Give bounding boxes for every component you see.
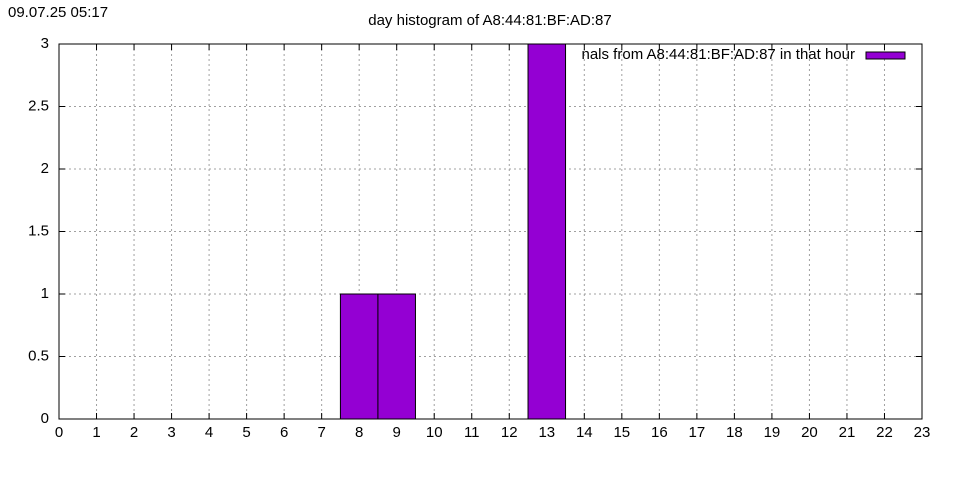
x-tick-label: 4: [205, 424, 213, 441]
plot-frame: [58, 43, 923, 420]
x-tick-label: 0: [55, 424, 63, 441]
y-tick-label: 2.5: [28, 97, 49, 114]
x-tick-label: 10: [426, 424, 443, 441]
x-tick-label: 7: [317, 424, 325, 441]
x-tick-label: 3: [167, 424, 175, 441]
x-tick-label: 20: [801, 424, 818, 441]
x-tick-label: 15: [613, 424, 630, 441]
x-tick-label: 2: [130, 424, 138, 441]
x-tick-label: 22: [876, 424, 893, 441]
x-tick-label: 14: [576, 424, 593, 441]
x-tick-label: 16: [651, 424, 668, 441]
legend-label: nals from A8:44:81:BF:AD:87 in that hour: [582, 46, 856, 63]
x-tick-label: 5: [242, 424, 250, 441]
x-tick-label: 21: [839, 424, 856, 441]
y-tick-label: 1: [41, 285, 49, 302]
x-tick-label: 12: [501, 424, 518, 441]
bar: [339, 293, 379, 420]
x-tick-label: 13: [538, 424, 555, 441]
x-tick-label: 17: [689, 424, 706, 441]
bar: [377, 293, 416, 420]
chart-title: day histogram of A8:44:81:BF:AD:87: [368, 12, 611, 29]
x-tick-label: 19: [764, 424, 781, 441]
y-tick-label: 0: [41, 410, 49, 427]
bar: [527, 43, 567, 420]
legend-swatch: [865, 51, 906, 60]
y-tick-label: 0.5: [28, 347, 49, 364]
x-tick-label: 18: [726, 424, 743, 441]
y-tick-label: 2: [41, 160, 49, 177]
y-tick-label: 3: [41, 35, 49, 52]
x-tick-label: 8: [355, 424, 363, 441]
x-tick-label: 23: [914, 424, 931, 441]
x-tick-label: 1: [92, 424, 100, 441]
y-tick-label: 1.5: [28, 222, 49, 239]
x-tick-label: 11: [464, 424, 480, 441]
x-tick-label: 9: [393, 424, 401, 441]
timestamp: 09.07.25 05:17: [8, 4, 108, 21]
x-tick-label: 6: [280, 424, 288, 441]
